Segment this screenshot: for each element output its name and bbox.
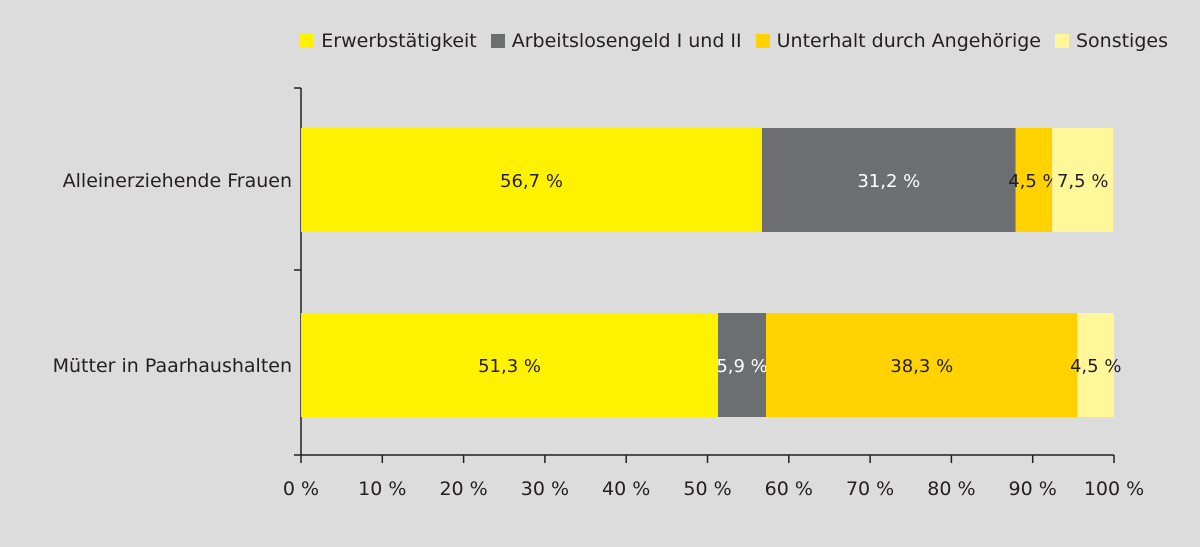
category-label: Alleinerziehende Frauen [63,170,292,192]
legend-swatch-sonstiges [1054,34,1069,48]
bar-segment [718,313,767,417]
legend-label-arbeitslosengeld: Arbeitslosengeld I und II [511,30,742,52]
x-tick-label: 100 % [1084,478,1144,500]
legend-label-erwerbstaetigkeit: Erwerbstätigkeit [321,30,477,52]
legend-item-unterhalt: Unterhalt durch Angehörige [755,30,1041,52]
data-label: 7,5 % [1057,171,1108,192]
data-label: 4,5 % [1008,171,1059,192]
legend-label-sonstiges: Sonstiges [1075,30,1168,52]
x-tick-label: 50 % [683,478,731,500]
data-label: 51,3 % [478,356,541,377]
legend-label-unterhalt: Unterhalt durch Angehörige [776,30,1041,52]
x-tick-label: 80 % [927,478,975,500]
data-label: 5,9 % [716,356,767,377]
bar-segment [1052,128,1114,232]
legend-swatch-unterhalt [755,34,770,48]
data-label: 31,2 % [857,171,920,192]
legend-swatch-erwerbstaetigkeit [300,34,315,48]
legend-item-arbeitslosengeld: Arbeitslosengeld I und II [490,30,742,52]
data-label: 4,5 % [1070,356,1121,377]
x-tick-label: 40 % [602,478,650,500]
x-tick-label: 90 % [1009,478,1057,500]
bar-segment [761,128,1016,232]
bar-segment [766,313,1078,417]
x-tick-label: 0 % [283,478,319,500]
category-label: Mütter in Paarhaushalten [53,355,292,377]
data-label: 38,3 % [890,356,953,377]
legend-swatch-arbeitslosengeld [490,34,505,48]
bar-segment [1015,128,1053,232]
x-tick-label: 30 % [521,478,569,500]
legend: Erwerbstätigkeit Arbeitslosengeld I und … [300,30,1168,52]
x-tick-label: 20 % [439,478,487,500]
legend-item-erwerbstaetigkeit: Erwerbstätigkeit [300,30,477,52]
bar-segment [301,313,719,417]
bar-segment [301,128,762,232]
data-label: 56,7 % [500,171,563,192]
bar-segment [1077,313,1114,417]
legend-item-sonstiges: Sonstiges [1054,30,1168,52]
x-tick-label: 60 % [765,478,813,500]
x-tick-label: 70 % [846,478,894,500]
x-tick-label: 10 % [358,478,406,500]
